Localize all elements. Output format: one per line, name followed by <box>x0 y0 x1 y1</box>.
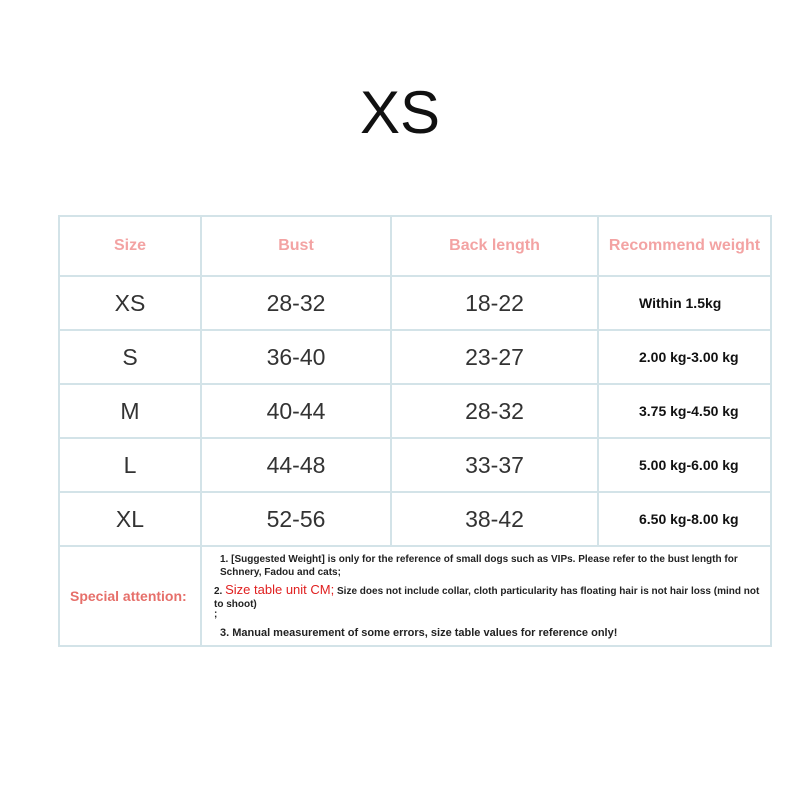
note: 1. [Suggested Weight] is only for the re… <box>220 553 738 578</box>
weight-cell: 3.75 kg-4.50 kg <box>597 383 772 439</box>
table-row: S 36-40 23-27 2.00 kg-3.00 kg <box>58 329 772 385</box>
table-row: M 40-44 28-32 3.75 kg-4.50 kg <box>58 383 772 439</box>
table-row: XL 52-56 38-42 6.50 kg-8.00 kg <box>58 491 772 547</box>
note-end: ; <box>214 608 218 620</box>
note-number: 2. <box>214 585 223 597</box>
table-cell: 23-27 <box>390 329 599 385</box>
header-cell: Size <box>58 215 202 277</box>
table-row: XS 28-32 18-22 Within 1.5kg <box>58 275 772 331</box>
note-text: Size does not include collar, cloth part… <box>214 585 760 610</box>
notes-label: Special attention: <box>58 545 202 647</box>
title: XS <box>359 79 441 146</box>
header-cell: Recommend weight <box>597 215 772 277</box>
weight-text: 5.00 kg-6.00 kg <box>639 457 739 473</box>
table-cell: M <box>58 383 202 439</box>
weight-cell: 5.00 kg-6.00 kg <box>597 437 772 493</box>
weight-cell: 6.50 kg-8.00 kg <box>597 491 772 547</box>
table-row: L 44-48 33-37 5.00 kg-6.00 kg <box>58 437 772 493</box>
table-cell: 38-42 <box>390 491 599 547</box>
table-cell: 28-32 <box>200 275 392 331</box>
table-cell: 40-44 <box>200 383 392 439</box>
weight-cell: 2.00 kg-3.00 kg <box>597 329 772 385</box>
table-cell: L <box>58 437 202 493</box>
note: 3. Manual measurement of some errors, si… <box>220 626 618 639</box>
table-cell: XS <box>58 275 202 331</box>
table-cell: 44-48 <box>200 437 392 493</box>
weight-text: Within 1.5kg <box>639 295 722 311</box>
table-cell: XL <box>58 491 202 547</box>
note-highlight: Size table unit CM; <box>225 581 335 597</box>
table-cell: 28-32 <box>390 383 599 439</box>
table-cell: S <box>58 329 202 385</box>
notes-row: Special attention: 1. [Suggested Weight] … <box>58 545 772 647</box>
notes-cell: 1. [Suggested Weight] is only for the re… <box>200 545 772 647</box>
size-table: Size Bust Back length Recommend weight X… <box>58 215 772 647</box>
table-cell: 33-37 <box>390 437 599 493</box>
table-body: Size Bust Back length Recommend weight X… <box>58 215 772 647</box>
header-row: Size Bust Back length Recommend weight <box>58 215 772 277</box>
weight-text: 3.75 kg-4.50 kg <box>639 403 739 419</box>
weight-text: 2.00 kg-3.00 kg <box>639 349 739 365</box>
weight-text: 6.50 kg-8.00 kg <box>639 511 739 527</box>
weight-cell: Within 1.5kg <box>597 275 772 331</box>
note: 2. Size table unit CM; Size does not inc… <box>202 583 770 611</box>
header-cell: Bust <box>200 215 392 277</box>
table-cell: 36-40 <box>200 329 392 385</box>
table-cell: 52-56 <box>200 491 392 547</box>
header-cell: Back length <box>390 215 599 277</box>
table-cell: 18-22 <box>390 275 599 331</box>
